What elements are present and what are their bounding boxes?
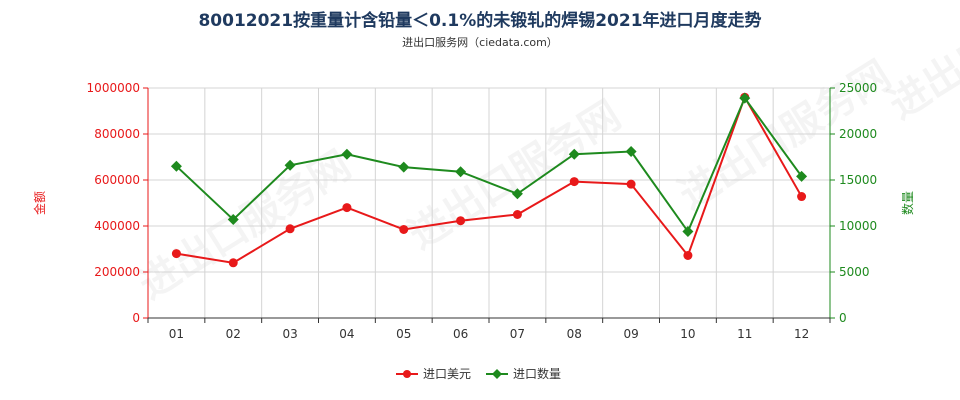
watermark-text: 进出口服务网 [881, 0, 960, 128]
x-tick-label: 11 [737, 327, 752, 341]
series-line [176, 94, 803, 264]
data-point [625, 145, 637, 157]
data-point [285, 224, 295, 234]
data-point [797, 192, 807, 202]
y-left-tick-label: 200000 [94, 265, 140, 279]
data-point [739, 92, 751, 104]
data-point [341, 148, 353, 160]
legend-marker [403, 370, 411, 378]
legend-label: 进口数量 [513, 366, 561, 381]
data-point [568, 148, 580, 160]
data-point [284, 159, 296, 171]
data-point [682, 226, 694, 238]
y-left-tick-label: 1000000 [87, 81, 140, 95]
y-right-tick-label: 0 [839, 311, 847, 325]
data-point [456, 216, 466, 226]
x-tick-label: 02 [226, 327, 241, 341]
y-right-axis-title: 数量 [900, 191, 915, 215]
chart-subtitle: 进出口服务网（ciedata.com） [402, 36, 558, 49]
data-point [227, 214, 239, 226]
y-left-tick-label: 600000 [94, 173, 140, 187]
data-point [171, 249, 181, 259]
y-left-tick-label: 800000 [94, 127, 140, 141]
x-tick-label: 06 [453, 327, 468, 341]
x-tick-label: 05 [396, 327, 411, 341]
x-tick-label: 07 [510, 327, 525, 341]
x-tick-label: 09 [623, 327, 638, 341]
x-tick-label: 12 [794, 327, 809, 341]
chart-title: 80012021按重量计含铅量＜0.1%的未锻轧的焊锡2021年进口月度走势 [198, 11, 762, 31]
data-point [796, 170, 808, 182]
y-left-axis-title: 金额 [32, 191, 47, 215]
axes: 0200000400000600000800000100000005000100… [32, 81, 915, 341]
watermark-text: 进出口服务网 [401, 92, 629, 258]
data-point [683, 250, 693, 260]
data-point [511, 188, 523, 200]
y-right-tick-label: 15000 [839, 173, 877, 187]
data-point [399, 224, 409, 234]
data-point [170, 160, 182, 172]
y-right-tick-label: 5000 [839, 265, 870, 279]
legend-item[interactable]: 进口美元 [396, 367, 471, 381]
data-point [569, 177, 579, 187]
y-left-tick-label: 0 [132, 311, 140, 325]
series [170, 92, 808, 268]
data-point [398, 161, 410, 173]
data-point [512, 210, 522, 219]
y-right-tick-label: 10000 [839, 219, 877, 233]
x-tick-label: 10 [680, 327, 695, 341]
legend-item[interactable]: 进口数量 [486, 366, 561, 381]
x-tick-label: 08 [567, 327, 582, 341]
x-tick-label: 03 [282, 327, 297, 341]
y-right-tick-label: 25000 [839, 81, 877, 95]
x-tick-label: 04 [339, 327, 354, 341]
legend[interactable]: 进口美元 进口数量 [396, 366, 561, 381]
legend-label: 进口美元 [423, 367, 471, 381]
legend-marker [492, 369, 502, 379]
series-line [175, 96, 803, 234]
data-point [626, 179, 636, 189]
data-point [455, 166, 467, 178]
y-right-tick-label: 20000 [839, 127, 877, 141]
data-point [342, 203, 352, 213]
data-point [228, 258, 238, 268]
y-left-tick-label: 400000 [94, 219, 140, 233]
watermark-text: 进出口服务网 [131, 142, 359, 308]
x-tick-label: 01 [169, 327, 184, 341]
